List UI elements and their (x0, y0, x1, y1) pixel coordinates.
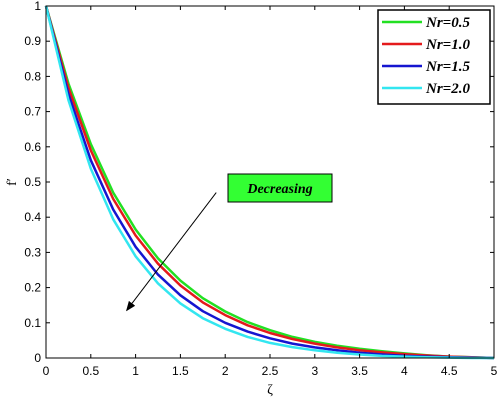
x-axis-label: ζ (267, 383, 273, 398)
y-tick-label: 0.3 (24, 245, 41, 259)
series-line-4 (44, 5, 494, 360)
legend: Nr=0.5 Nr=1.0 Nr=1.5 Nr=2.0 (377, 9, 491, 105)
y-tick-label: 0.2 (24, 281, 41, 295)
x-tick-label: 0 (43, 364, 50, 378)
legend-label-2: Nr=1.0 (425, 37, 470, 53)
y-tick-label: 0.9 (24, 34, 41, 48)
y-tick-label: 0.6 (24, 140, 41, 154)
decreasing-label: Decreasing (246, 182, 312, 197)
y-axis-label: f′ (5, 178, 20, 186)
y-tick-label: 0.7 (24, 105, 41, 119)
y-tick-label: 0.4 (24, 210, 41, 224)
y-tick-label: 0.8 (24, 69, 41, 83)
x-tick-label: 2.5 (262, 364, 279, 378)
decreasing-arrow (126, 192, 217, 312)
annotation: Decreasing (126, 173, 333, 312)
x-tick-label: 3 (311, 364, 318, 378)
y-tick-label: 0.5 (24, 175, 41, 189)
x-tick-label: 5 (491, 364, 498, 378)
y-tick-label: 1 (34, 0, 41, 13)
x-tick-layer: 0 0.5 1 1.5 2 2.5 3 3.5 4 4.5 5 (43, 6, 498, 378)
series-layer (44, 5, 495, 360)
y-tick-layer: 0 0.1 0.2 0.3 0.4 0.5 0.6 0.7 0.8 0.9 1 (24, 0, 494, 365)
legend-label-3: Nr=1.5 (425, 59, 470, 75)
y-tick-label: 0 (34, 351, 41, 365)
x-tick-label: 4.5 (441, 364, 458, 378)
series-line-2 (44, 5, 495, 360)
decreasing-label-box (227, 173, 333, 203)
x-tick-label: 4 (401, 364, 408, 378)
y-tick-label: 0.1 (24, 316, 41, 330)
x-tick-label: 0.5 (82, 364, 99, 378)
x-tick-label: 1 (132, 364, 139, 378)
legend-label-4: Nr=2.0 (425, 81, 470, 97)
x-tick-label: 1.5 (172, 364, 189, 378)
x-tick-label: 2 (222, 364, 229, 378)
legend-label-1: Nr=0.5 (425, 15, 470, 31)
x-tick-label: 3.5 (351, 364, 368, 378)
